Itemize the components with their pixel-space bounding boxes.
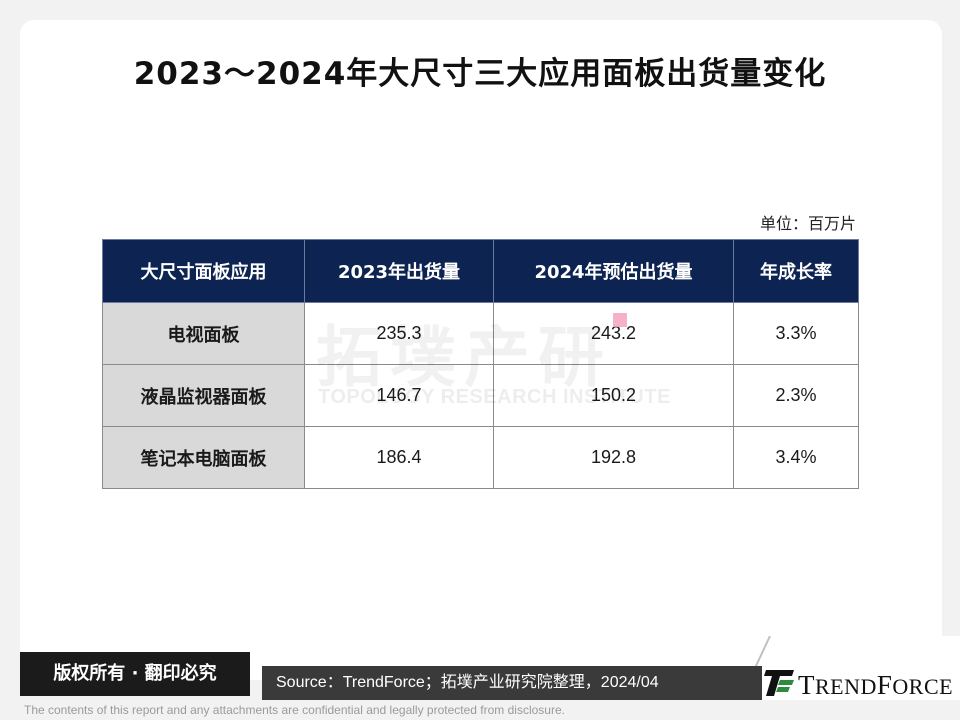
cell-growth: 3.3%	[733, 302, 859, 365]
header-growth: 年成长率	[733, 239, 859, 303]
header-2023: 2023年出货量	[304, 239, 494, 303]
cell-2023: 146.7	[304, 364, 494, 427]
row-label: 液晶监视器面板	[102, 364, 305, 427]
cell-2023: 186.4	[304, 426, 494, 489]
table-header-row: 大尺寸面板应用 2023年出货量 2024年预估出货量 年成长率	[102, 239, 859, 303]
copyright-notice: 版权所有 · 翻印必究	[20, 652, 250, 696]
disclaimer-text: The contents of this report and any atta…	[24, 703, 565, 717]
cell-2023: 235.3	[304, 302, 494, 365]
trendforce-logo-text: TRENDFORCE	[798, 670, 954, 700]
row-label: 电视面板	[102, 302, 305, 365]
unit-label: 单位：百万片	[759, 214, 856, 233]
header-2024: 2024年预估出货量	[493, 239, 734, 303]
header-application: 大尺寸面板应用	[102, 239, 305, 303]
slide-title: 2023～2024年大尺寸三大应用面板出货量变化	[133, 56, 827, 92]
source-credit: Source：TrendForce；拓墣产业研究院整理，2024/04	[262, 666, 762, 700]
cell-growth: 2.3%	[733, 364, 859, 427]
pink-marker	[613, 313, 627, 327]
cell-2024: 150.2	[493, 364, 734, 427]
row-label: 笔记本电脑面板	[102, 426, 305, 489]
cell-2024: 192.8	[493, 426, 734, 489]
cell-2024: 243.2	[493, 302, 734, 365]
trendforce-logo-icon	[764, 670, 794, 696]
shipment-table: 大尺寸面板应用 2023年出货量 2024年预估出货量 年成长率 电视面板 23…	[102, 239, 859, 489]
table-row: 笔记本电脑面板 186.4 192.8 3.4%	[102, 426, 859, 489]
table-row: 液晶监视器面板 146.7 150.2 2.3%	[102, 364, 859, 427]
table-row: 电视面板 235.3 243.2 3.3%	[102, 302, 859, 365]
cell-growth: 3.4%	[733, 426, 859, 489]
